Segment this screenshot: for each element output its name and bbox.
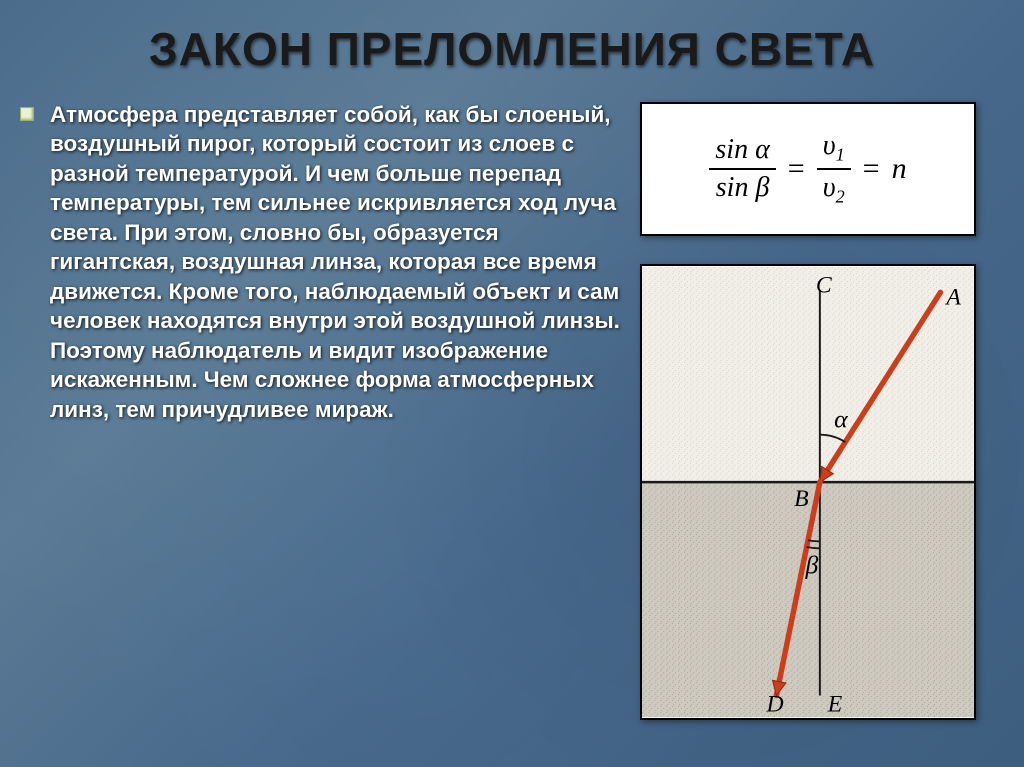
result-n: n xyxy=(892,152,907,186)
svg-text:D: D xyxy=(766,691,784,717)
svg-text:C: C xyxy=(816,272,833,298)
diagram-svg: A C B D Eα β xyxy=(642,266,974,718)
page-title: ЗАКОН ПРЕЛОМЛЕНИЯ СВЕТА xyxy=(0,22,1024,76)
frac2-num: υ1 xyxy=(817,128,851,168)
frac1-den: sin β xyxy=(710,170,776,206)
equals-1: = xyxy=(788,152,805,186)
fraction-v: υ1 υ2 xyxy=(817,128,851,209)
body-block: Атмосфера представляет собой, как бы сло… xyxy=(20,100,620,424)
formula-panel: sin α sin β = υ1 υ2 = n xyxy=(640,102,976,236)
svg-text:B: B xyxy=(794,486,808,512)
body-paragraph: Атмосфера представляет собой, как бы сло… xyxy=(50,100,620,424)
bullet-icon xyxy=(20,107,34,121)
svg-text:α: α xyxy=(834,404,848,433)
snell-formula: sin α sin β = υ1 υ2 = n xyxy=(709,128,906,209)
frac1-num: sin α xyxy=(709,132,775,168)
svg-text:β: β xyxy=(805,551,819,580)
fraction-sin: sin α sin β xyxy=(709,132,775,206)
frac2-den: υ2 xyxy=(817,170,851,210)
svg-text:A: A xyxy=(944,284,961,310)
equals-2: = xyxy=(863,152,880,186)
refraction-diagram: A C B D Eα β xyxy=(640,264,976,720)
svg-text:E: E xyxy=(827,691,843,717)
